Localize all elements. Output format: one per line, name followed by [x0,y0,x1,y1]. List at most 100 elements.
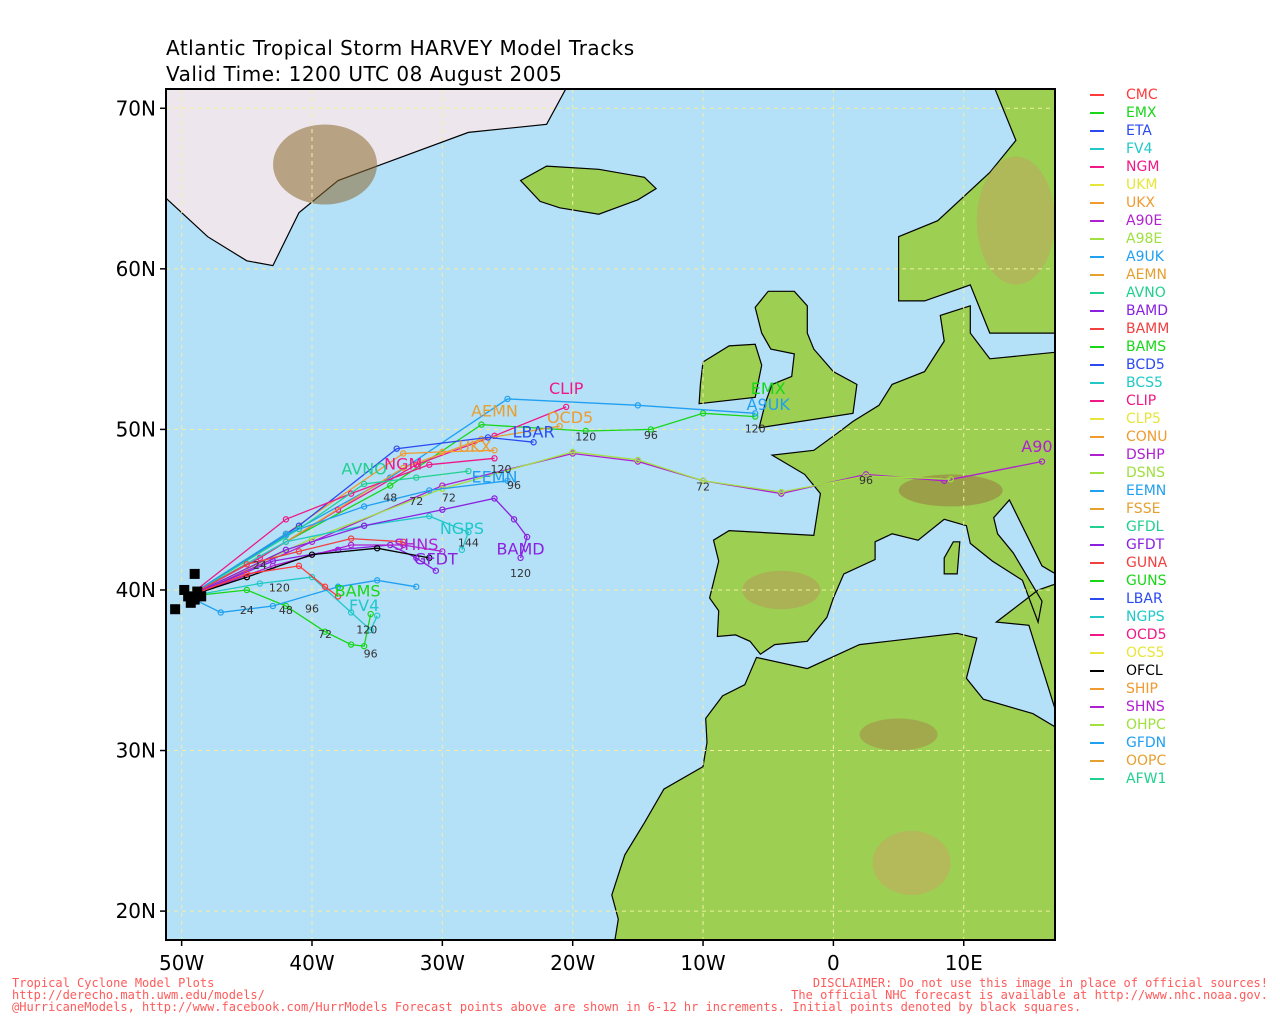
forecast-point [510,516,518,523]
footer-left-3[interactable]: @HurricaneModels, http://www.facebook.co… [12,1000,1082,1014]
forecast-point [373,577,381,584]
forecast-point [582,427,589,435]
legend-item-dsns: DSNS [1088,464,1278,482]
forecast-hour-label: 144 [458,537,479,550]
legend-label: GUNS [1126,573,1167,589]
legend-swatch [1090,382,1104,384]
forecast-point [295,562,303,570]
track-a9uk [187,398,756,597]
forecast-point [308,551,316,558]
lat-tick-label: 60N [116,257,156,281]
forecast-point [426,554,433,562]
legend-label: BAMS [1126,339,1167,355]
legend-label: FV4 [1126,141,1153,157]
legend-label: EMX [1126,105,1157,121]
legend-label: AFW1 [1126,771,1167,787]
track-label-gfdt: GFDT [414,549,458,568]
forecast-point [373,545,381,552]
track-label-bams: BAMS [335,581,381,600]
legend-label: A90E [1126,213,1163,229]
legend-swatch [1090,688,1104,690]
track-label-a9uk: A9UK [747,395,791,414]
legend-item-lbar: LBAR [1088,590,1278,608]
legend-item-avno: AVNO [1088,284,1278,302]
initial-position-square [189,568,200,579]
track-label-emx: EMX [751,379,786,398]
legend-swatch [1090,166,1104,168]
corsica-sardinia [943,541,961,575]
forecast-hour-label: 96 [305,602,319,615]
forecast-point [393,445,400,452]
forecast-point [751,413,759,420]
legend-label: OCS5 [1126,645,1165,661]
initial-position-square [185,597,196,608]
forecast-point [634,402,642,409]
track-label-ngps: NGPS [440,519,484,538]
legend-swatch [1090,184,1104,186]
forecast-point [562,403,570,411]
legend-item-ocd5: OCD5 [1088,626,1278,644]
legend-item-fsse: FSSE [1088,500,1278,518]
track-label-ngm: NGM [384,455,422,474]
forecast-point [504,477,511,484]
initial-position-square [196,591,207,602]
legend-item-clip: CLIP [1088,392,1278,410]
legend-item-emx: EMX [1088,104,1278,122]
track-label-ukx: UKX [458,437,491,456]
legend-item-ofcl: OFCL [1088,662,1278,680]
lon-tick-label: 10W [680,951,725,975]
track-gfdt [187,544,437,598]
forecast-hour-label: 120 [510,567,531,580]
legend-label: A9UK [1126,249,1164,265]
forecast-point [432,567,440,574]
forecast-point [478,421,485,428]
legend-swatch [1090,400,1104,402]
track-label-bamd: BAMD [497,540,545,559]
legend-item-gfdt: GFDT [1088,536,1278,554]
legend-item-a98e: A98E [1088,230,1278,248]
legend-label: BAMD [1126,303,1169,319]
legend-swatch [1090,742,1104,744]
forecast-point [862,472,870,480]
legend-item-ukx: UKX [1088,194,1278,212]
forecast-hour-label: 120 [356,623,377,636]
forecast-hour-label: 96 [644,429,658,442]
legend-item-bams: BAMS [1088,338,1278,356]
terrain-shading [872,830,951,895]
legend-item-gfdn: GFDN [1088,734,1278,752]
forecast-point [400,450,407,457]
legend-item-guna: GUNA [1088,554,1278,572]
legend-swatch [1090,634,1104,636]
legend-swatch [1090,526,1104,528]
initial-position-square [179,584,190,595]
legend-swatch [1090,706,1104,708]
legend-swatch [1090,562,1104,564]
plot-frame [165,88,1056,941]
legend-item-bcd5: BCD5 [1088,356,1278,374]
legend-label: AVNO [1126,285,1166,301]
legend-swatch [1090,490,1104,492]
lat-tick-label: 50N [116,417,156,441]
forecast-point [465,528,472,536]
europe [708,304,1055,711]
legend-swatch [1090,112,1104,114]
forecast-point [947,475,954,483]
legend-swatch [1090,508,1104,510]
forecast-hour-label: 72 [442,492,456,505]
legend-item-bamd: BAMD [1088,302,1278,320]
forecast-point [426,487,433,494]
forecast-point [1038,458,1046,465]
legend-label: AEMN [1126,267,1167,283]
legend-swatch [1090,760,1104,762]
forecast-point [243,561,251,568]
footer-right-2[interactable]: The official NHC forecast is available a… [791,988,1268,1002]
legend-swatch [1090,148,1104,150]
forecast-point [426,461,433,468]
legend-item-bcs5: BCS5 [1088,374,1278,392]
forecast-point [491,495,498,502]
legend-label: ETA [1126,123,1152,139]
legend-item-fv4: FV4 [1088,140,1278,158]
forecast-hour-label: 120 [575,431,596,444]
footer-left-2[interactable]: http://derecho.math.uwm.edu/models/ [12,988,265,1002]
